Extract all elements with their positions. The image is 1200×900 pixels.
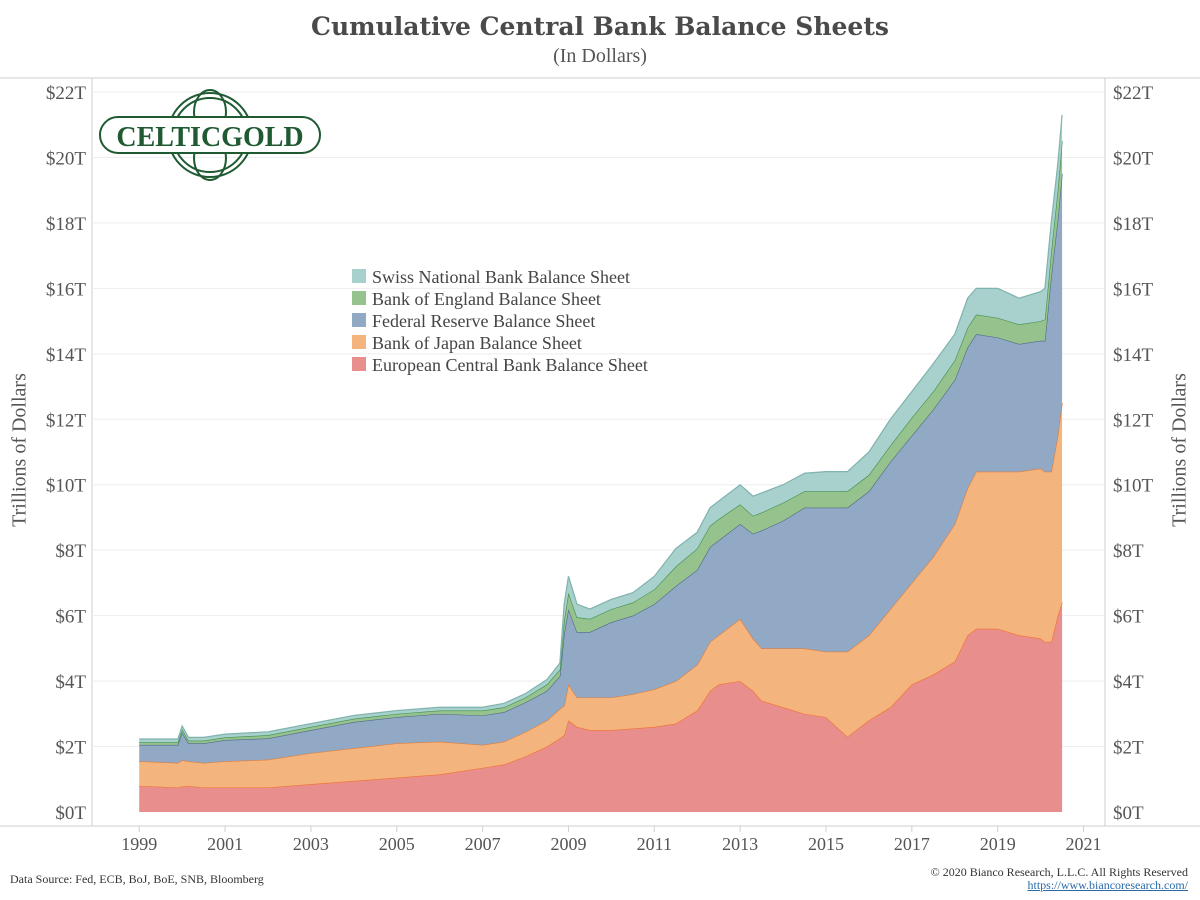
y-tick-label-right: $16T: [1113, 279, 1154, 300]
y-tick-label-left: $16T: [46, 279, 87, 300]
y-tick-label-left: $2T: [55, 738, 86, 759]
legend-swatch: [352, 335, 366, 349]
area-federal-reserve-balance-sheet: [139, 173, 1063, 763]
legend-swatch: [352, 269, 366, 283]
copyright-block: © 2020 Bianco Research, L.L.C. All Right…: [931, 866, 1188, 892]
edge-federal-reserve-balance-sheet: [139, 173, 1063, 746]
legend-label: Bank of Japan Balance Sheet: [372, 333, 582, 353]
chart-title: Cumulative Central Bank Balance Sheets: [311, 12, 889, 41]
area-european-central-bank-balance-sheet: [139, 602, 1063, 812]
data-source-note: Data Source: Fed, ECB, BoJ, BoE, SNB, Bl…: [10, 872, 264, 886]
y-tick-label-right: $22T: [1113, 83, 1154, 104]
legend-swatch: [352, 291, 366, 305]
area-bank-of-japan-balance-sheet: [139, 402, 1063, 788]
copyright-text: © 2020 Bianco Research, L.L.C. All Right…: [930, 865, 1188, 879]
x-tick-label: 2007: [465, 834, 501, 854]
x-tick-label: 2001: [207, 834, 243, 854]
y-tick-label-right: $20T: [1113, 148, 1154, 169]
area-bank-of-england-balance-sheet: [139, 141, 1063, 745]
x-tick-label: 1999: [121, 834, 157, 854]
logo-text: CELTICGOLD: [116, 122, 303, 153]
y-tick-label-right: $6T: [1113, 607, 1144, 628]
y-tick-label-left: $8T: [55, 541, 86, 562]
y-tick-label-right: $0T: [1113, 803, 1144, 824]
y-tick-label-left: $4T: [55, 672, 86, 693]
axis-ticks: $0T $0T $2T $2T $4T $4T $6T $6T $8T $8T $10T $10T $1…: [46, 83, 1154, 854]
chart-subtitle: (In Dollars): [553, 45, 647, 67]
y-tick-label-left: $12T: [46, 410, 87, 431]
x-tick-label: 2021: [1066, 834, 1102, 854]
y-tick-label-left: $20T: [46, 148, 87, 169]
y-tick-label-right: $18T: [1113, 214, 1154, 235]
x-tick-label: 2011: [637, 834, 672, 854]
x-tick-label: 2013: [722, 834, 758, 854]
edge-swiss-national-bank-balance-sheet: [139, 114, 1063, 740]
x-tick-label: 2005: [379, 834, 415, 854]
x-tick-label: 2015: [808, 834, 844, 854]
y-tick-label-right: $8T: [1113, 541, 1144, 562]
y-tick-label-left: $18T: [46, 214, 87, 235]
legend-label: European Central Bank Balance Sheet: [372, 355, 648, 375]
y-tick-label-left: $22T: [46, 83, 87, 104]
legend-label: Bank of England Balance Sheet: [372, 289, 601, 309]
celtic-gold-logo: CELTICGOLD: [99, 89, 321, 181]
y-tick-label-left: $6T: [55, 607, 86, 628]
y-tick-label-right: $4T: [1113, 672, 1144, 693]
y-tick-label-left: $0T: [55, 803, 86, 824]
y-tick-label-right: $14T: [1113, 345, 1154, 366]
x-tick-label: 2009: [550, 834, 586, 854]
website-link[interactable]: https://www.biancoresearch.com/: [1027, 878, 1188, 892]
y-axis-label-right: Trillions of Dollars: [1168, 373, 1191, 527]
y-tick-label-left: $10T: [46, 476, 87, 497]
legend-label: Federal Reserve Balance Sheet: [372, 311, 595, 331]
y-tick-label-right: $2T: [1113, 738, 1144, 759]
y-tick-label-right: $10T: [1113, 476, 1154, 497]
area-series: [139, 114, 1063, 812]
x-tick-label: 2017: [894, 834, 930, 854]
logo-banner: [99, 116, 321, 154]
y-axis-label-left: Trillions of Dollars: [8, 373, 31, 527]
legend-label: Swiss National Bank Balance Sheet: [372, 267, 630, 287]
legend-swatch: [352, 313, 366, 327]
x-tick-label: 2003: [293, 834, 329, 854]
y-tick-label-right: $12T: [1113, 410, 1154, 431]
x-tick-label: 2019: [980, 834, 1016, 854]
legend-swatch: [352, 357, 366, 371]
y-tick-label-left: $14T: [46, 345, 87, 366]
